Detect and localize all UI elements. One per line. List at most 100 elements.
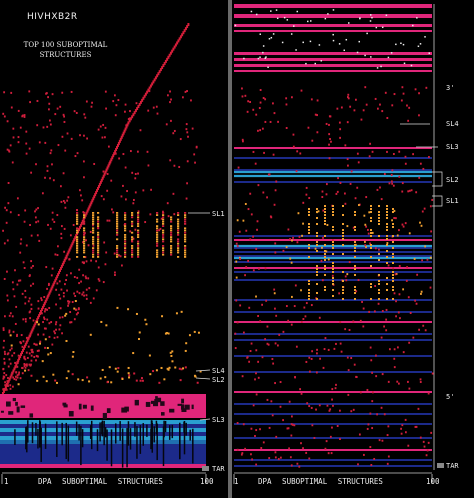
sl1-pair-mark — [76, 251, 79, 254]
pair-mark — [48, 307, 51, 310]
band-speck — [371, 16, 373, 19]
pair-mark — [92, 297, 95, 300]
pair-mark — [56, 214, 59, 217]
sl1-pair-mark — [177, 238, 180, 241]
pair-mark-orange — [100, 320, 103, 323]
pair-mark — [127, 118, 130, 121]
sl1-pair-mark — [184, 253, 187, 256]
diagonal-pair-mark — [105, 168, 108, 172]
pair-mark — [35, 343, 38, 346]
right-pair-mark — [306, 402, 309, 405]
diagonal-pair-mark — [151, 82, 154, 86]
pair-mark — [6, 239, 9, 242]
right-pair-mark — [248, 360, 251, 363]
right-pair-mark — [347, 164, 349, 167]
sl1-pair-mark — [124, 218, 127, 221]
pair-mark — [47, 284, 50, 287]
pair-mark — [36, 234, 39, 237]
pair-mark — [99, 125, 102, 128]
diagonal-pair-mark — [21, 348, 24, 352]
pair-mark — [7, 384, 9, 387]
sl1-pair-mark — [162, 240, 165, 243]
sl1-pair-mark — [124, 227, 127, 230]
pair-mark — [7, 352, 10, 355]
right-cluster-mark — [370, 211, 372, 213]
right-cluster-mark — [392, 226, 394, 228]
pair-mark — [191, 127, 194, 130]
right-pair-mark — [329, 138, 331, 141]
right-pair-mark — [370, 359, 373, 362]
band-speck — [402, 43, 405, 46]
right-pair-mark — [322, 236, 324, 239]
pair-mark — [24, 289, 27, 292]
right-cluster-mark — [332, 208, 334, 210]
pair-mark — [83, 176, 85, 179]
right-pair-mark — [290, 423, 293, 426]
right-pair-mark — [371, 231, 374, 234]
diagonal-pair-mark — [55, 277, 58, 281]
sl1-pair-mark — [184, 216, 187, 219]
pair-mark — [31, 348, 34, 351]
diagonal-pair-mark — [53, 281, 56, 285]
right-pair-mark — [327, 452, 330, 455]
sl1-pair-mark — [76, 242, 79, 245]
tar-band — [0, 456, 206, 460]
pair-mark — [43, 317, 46, 320]
band-speck — [412, 24, 414, 27]
pair-mark — [42, 321, 44, 324]
right-cluster-mark — [392, 289, 394, 291]
pair-mark — [147, 164, 150, 167]
pair-mark — [121, 264, 123, 267]
pair-mark — [3, 242, 6, 245]
right-pair-mark — [292, 133, 295, 136]
right-pair-mark — [308, 370, 311, 373]
right-pair-mark — [242, 140, 244, 143]
sl-band-mark — [135, 379, 138, 382]
right-pair-mark — [328, 409, 331, 412]
diagonal-pair-mark — [30, 330, 33, 334]
pair-mark — [32, 319, 35, 322]
pair-mark — [4, 206, 7, 209]
pair-mark — [85, 100, 88, 103]
pair-mark — [5, 388, 8, 391]
sl1-pair-mark — [116, 214, 119, 216]
diagonal-pair-mark — [2, 389, 5, 393]
pair-mark — [124, 166, 127, 169]
band-gap — [171, 424, 174, 439]
diagonal-pair-mark — [99, 180, 102, 184]
right-pair-mark — [305, 302, 308, 305]
diagonal-pair-mark — [37, 316, 40, 320]
diagonal-pair-mark — [65, 254, 68, 258]
diagonal-pair-mark — [33, 324, 36, 328]
right-pair-mark — [291, 295, 293, 298]
sl1-pair-mark — [97, 212, 100, 214]
pair-mark — [11, 281, 14, 284]
right-pair-mark — [286, 427, 289, 430]
right-cluster-mark — [370, 229, 372, 231]
pair-mark-orange — [171, 350, 174, 353]
right-pair-mark — [337, 177, 339, 180]
sl1-pair-mark — [124, 240, 127, 243]
right-pair-mark — [314, 113, 317, 116]
right-pair-mark — [398, 229, 400, 232]
band-speck — [366, 32, 368, 35]
pair-mark-orange — [193, 330, 196, 333]
pair-mark-orange — [170, 354, 173, 357]
right-pair-mark — [256, 220, 259, 223]
pair-mark — [6, 299, 9, 302]
right-pair-mark — [404, 222, 407, 225]
sl1-pair-mark — [177, 240, 180, 243]
pair-mark — [48, 108, 50, 111]
pair-mark — [65, 274, 68, 277]
pair-mark — [101, 136, 104, 139]
pair-mark — [33, 342, 36, 345]
sl1-pair-mark — [170, 231, 173, 234]
pair-mark — [108, 219, 111, 222]
pair-mark — [92, 244, 95, 247]
pair-mark — [118, 157, 121, 160]
sl1-pair-mark — [92, 218, 95, 221]
right-pair-mark — [393, 292, 396, 295]
right-pair-mark — [418, 114, 420, 117]
pair-mark — [55, 303, 57, 306]
pair-mark — [93, 162, 96, 165]
